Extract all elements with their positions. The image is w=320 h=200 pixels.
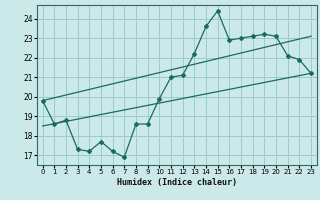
X-axis label: Humidex (Indice chaleur): Humidex (Indice chaleur)	[117, 178, 237, 187]
